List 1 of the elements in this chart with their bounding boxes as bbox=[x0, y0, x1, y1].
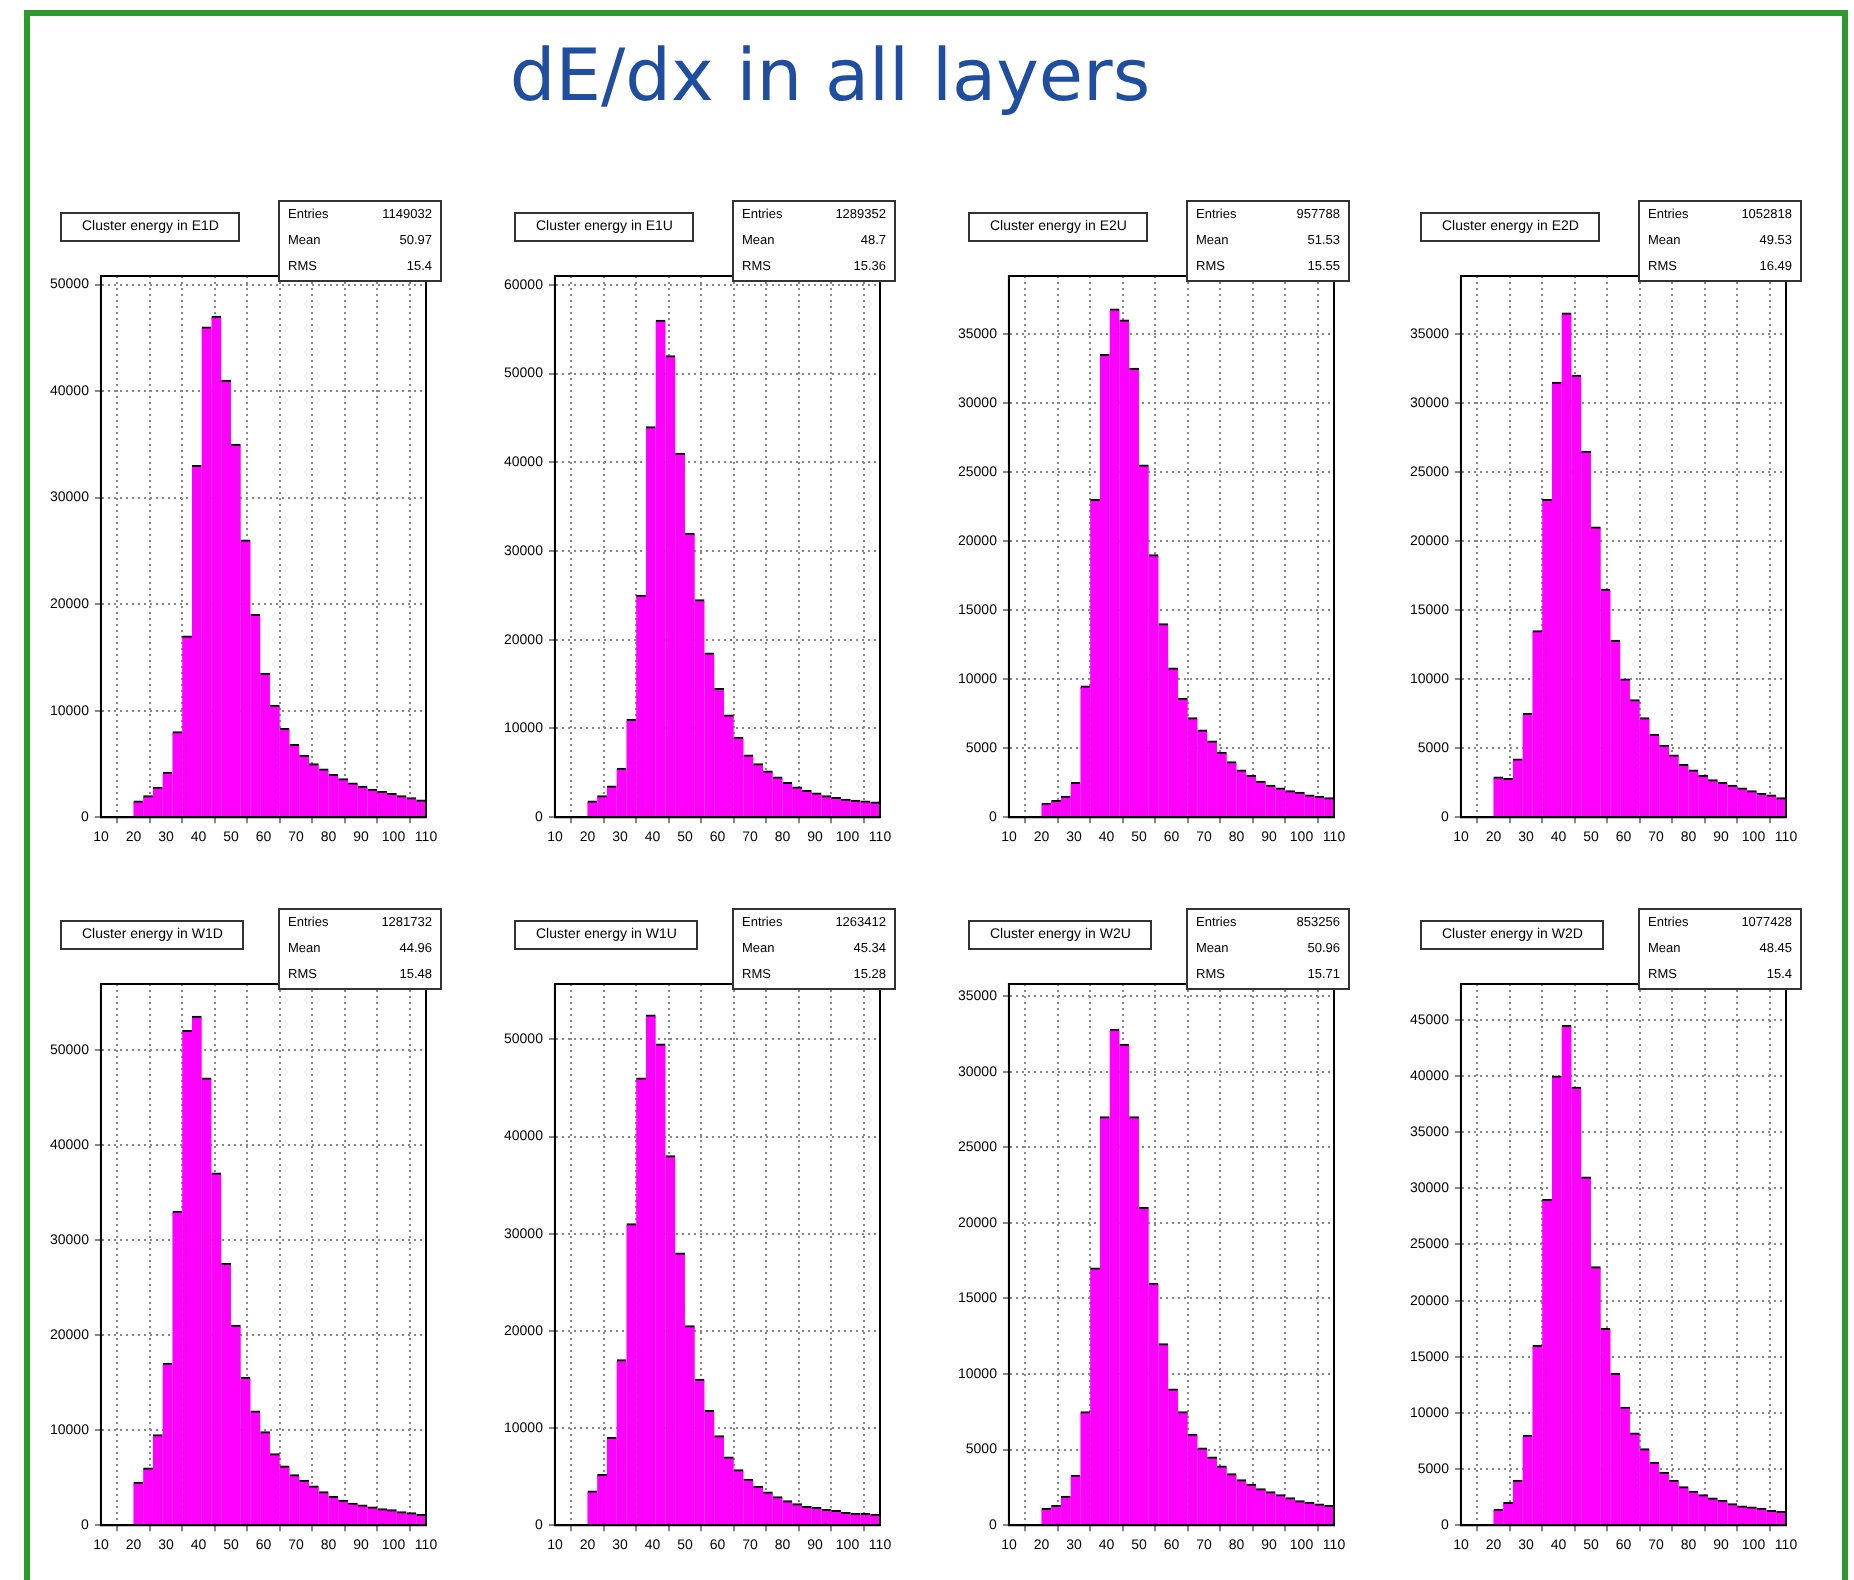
text: dE/dx in all layers bbox=[507, 36, 1153, 118]
